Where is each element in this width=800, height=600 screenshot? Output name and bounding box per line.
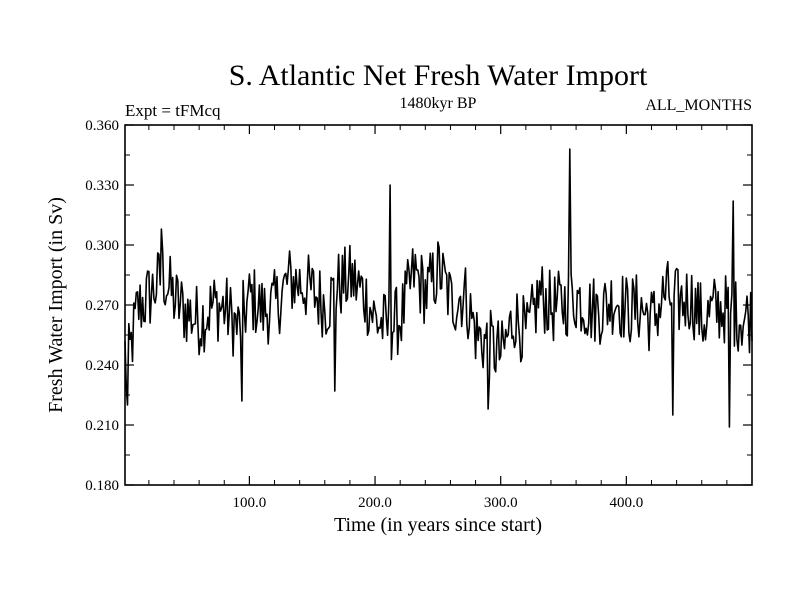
y-tick-label: 0.180: [85, 478, 119, 494]
x-tick-label: 400.0: [609, 495, 643, 511]
x-tick-label: 100.0: [233, 495, 267, 511]
chart-title: S. Atlantic Net Fresh Water Import: [229, 59, 648, 92]
y-axis-label: Fresh Water Import (in Sv): [45, 197, 67, 413]
series: [124, 148, 753, 428]
x-axis-label: Time (in years since start): [334, 514, 542, 536]
y-axis: 0.180 0.210 0.240 0.270 0.300 0.330 0.360: [85, 118, 752, 494]
series-line: [124, 148, 753, 428]
months-label: ALL_MONTHS: [645, 97, 752, 114]
y-tick-label: 0.360: [85, 118, 119, 134]
x-tick-label: 200.0: [358, 495, 392, 511]
expt-label: Expt = tFMcq: [125, 101, 221, 120]
y-tick-label: 0.300: [85, 238, 119, 254]
period-label: 1480kyr BP: [400, 95, 477, 112]
y-tick-label: 0.330: [85, 178, 119, 194]
y-tick-label: 0.210: [85, 418, 119, 434]
y-tick-label: 0.240: [85, 358, 119, 374]
x-tick-label: 300.0: [484, 495, 518, 511]
x-axis: 100.0 200.0 300.0 400.0: [148, 125, 728, 511]
y-tick-label: 0.270: [85, 298, 119, 314]
